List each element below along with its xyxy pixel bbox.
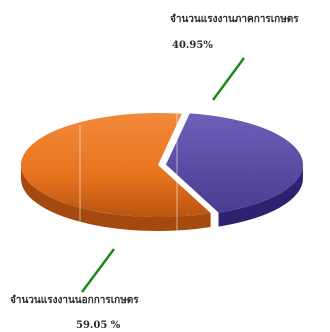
agri-slice-value: 40.95% — [172, 40, 213, 51]
agri-slice — [165, 113, 303, 213]
nonagri-slice — [21, 113, 211, 217]
agri-slice-wall — [218, 164, 303, 227]
nonagri-slice-label: จำนวนแรงงานนอกการเกษตร — [10, 295, 139, 306]
agri-leader-line — [211, 57, 246, 101]
nonagri-slice-value: 59.05 % — [76, 320, 121, 331]
agri-slice-label: จำนวนแรงงานภาคการเกษตร — [170, 14, 299, 25]
nonagri-leader-line — [80, 248, 116, 293]
nonagri-slice-wall — [21, 165, 211, 232]
